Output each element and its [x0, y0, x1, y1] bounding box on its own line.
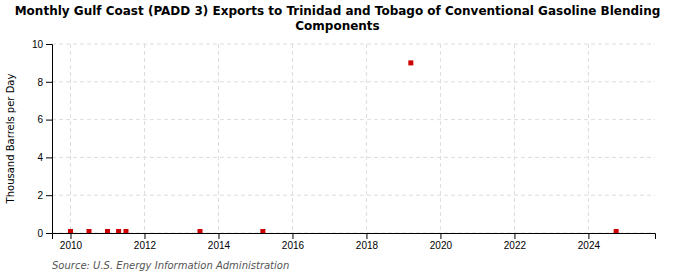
x-tick-mark	[440, 233, 441, 239]
x-tick-label: 2010	[60, 240, 83, 251]
grid-line	[52, 195, 655, 196]
x-tick: 2024	[578, 233, 601, 251]
y-tick: 10	[32, 39, 52, 50]
y-axis-line	[46, 45, 53, 234]
y-tick-label: 8	[37, 77, 43, 88]
y-tick: 2	[37, 190, 52, 201]
x-tick-label: 2024	[578, 240, 601, 251]
grid-line	[52, 44, 655, 45]
point	[123, 229, 128, 233]
y-tick-mark	[46, 233, 52, 234]
y-axis: 0 2 4 6 8 10	[32, 39, 53, 239]
x-tick: 2014	[208, 233, 231, 251]
grid-line	[366, 44, 367, 233]
y-tick: 6	[37, 114, 52, 125]
x-axis: 2010 2012 2014 2016 2018 2020 2022 2024	[53, 233, 656, 251]
point	[614, 229, 619, 233]
x-tick: 2022	[504, 233, 527, 251]
chart: 2010 2012 2014 2016 2018 2020 2022 2024 0 2 4 6 8 10 T…	[0, 0, 675, 275]
y-tick-label: 4	[37, 152, 43, 163]
x-tick-label: 2014	[208, 240, 231, 251]
x-tick-label: 2016	[282, 240, 305, 251]
grid-line	[52, 119, 655, 120]
point	[86, 229, 91, 233]
x-tick-mark	[70, 233, 71, 239]
point	[197, 229, 202, 233]
x-tick-mark	[144, 233, 145, 239]
x-tick-mark	[366, 233, 367, 239]
point	[105, 229, 110, 233]
points	[68, 60, 619, 233]
x-tick-mark	[292, 233, 293, 239]
x-tick-label: 2012	[134, 240, 157, 251]
plot-area: 2010 2012 2014 2016 2018 2020 2022 2024 0 2 4 6 8 10	[32, 39, 656, 251]
x-tick: 2018	[356, 233, 379, 251]
x-axis-line	[53, 234, 656, 240]
y-tick-mark	[46, 195, 52, 196]
x-tick-mark	[514, 233, 515, 239]
grid-line	[70, 44, 71, 233]
title: Monthly Gulf Coast (PADD 3) Exports to T…	[15, 4, 661, 33]
point	[68, 229, 73, 233]
x-tick: 2016	[282, 233, 305, 251]
y-tick: 8	[37, 77, 52, 88]
x-tick: 2012	[134, 233, 157, 251]
grid-line	[218, 44, 219, 233]
x-tick-mark	[588, 233, 589, 239]
x-tick-label: 2022	[504, 240, 527, 251]
grid-line	[514, 44, 515, 233]
y-tick-label: 10	[32, 39, 44, 50]
y-tick-mark	[46, 157, 52, 158]
grid-line	[292, 44, 293, 233]
grid-line	[588, 44, 589, 233]
point	[408, 60, 413, 65]
grid-line	[144, 44, 145, 233]
y-tick-label: 0	[37, 228, 43, 239]
x-tick-label: 2020	[430, 240, 453, 251]
grid-line	[52, 81, 655, 82]
y-tick-label: 6	[37, 114, 43, 125]
grid-line	[440, 44, 441, 233]
point	[260, 229, 265, 233]
y-tick: 4	[37, 152, 52, 163]
grid	[52, 44, 655, 233]
y-tick-mark	[46, 120, 52, 121]
y-axis-title: Thousand Barrels per Day	[5, 74, 16, 205]
y-tick-mark	[46, 82, 52, 83]
y-tick-label: 2	[37, 190, 43, 201]
x-tick: 2010	[60, 233, 83, 251]
y-tick-mark	[46, 44, 52, 45]
source: Source: U.S. Energy Information Administ…	[52, 260, 289, 271]
point	[116, 229, 121, 233]
y-tick: 0	[37, 228, 52, 239]
x-tick: 2020	[430, 233, 453, 251]
x-tick-mark	[218, 233, 219, 239]
grid-line	[52, 157, 655, 158]
x-tick-label: 2018	[356, 240, 379, 251]
